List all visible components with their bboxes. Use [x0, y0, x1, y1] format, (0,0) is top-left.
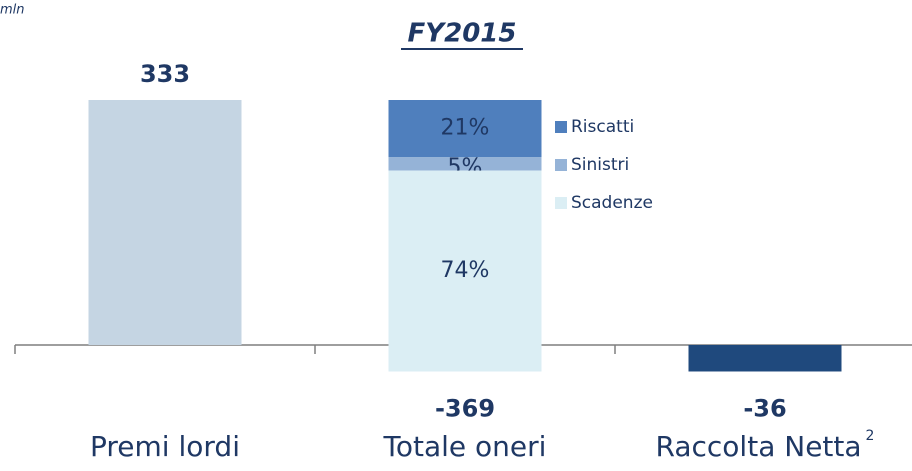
bar-segment [388, 170, 542, 372]
legend-swatch [555, 159, 567, 171]
bar-segment [388, 100, 542, 158]
legend-label: Scadenze [571, 193, 653, 213]
value-label: -369 [435, 394, 495, 422]
footnote-mark: 2 [866, 428, 875, 444]
value-label: -36 [743, 394, 786, 422]
legend-label: Riscatti [571, 117, 634, 137]
legend-label: Sinistri [571, 155, 629, 175]
chart-title: FY2015 [408, 19, 517, 49]
value-label: 333 [140, 60, 190, 88]
bar [88, 100, 242, 345]
x-tick-label: Raccolta Netta 2 [656, 428, 875, 463]
x-tick-label: Premi lordi [90, 430, 240, 463]
segment-label: 74% [441, 258, 490, 283]
x-tick-label: Totale oneri [383, 430, 547, 463]
legend-swatch [555, 197, 567, 209]
bar [688, 345, 842, 372]
unit-note: mln [0, 3, 25, 18]
bar-segment [388, 157, 542, 171]
legend-swatch [555, 121, 567, 133]
segment-label: 21% [441, 116, 490, 141]
